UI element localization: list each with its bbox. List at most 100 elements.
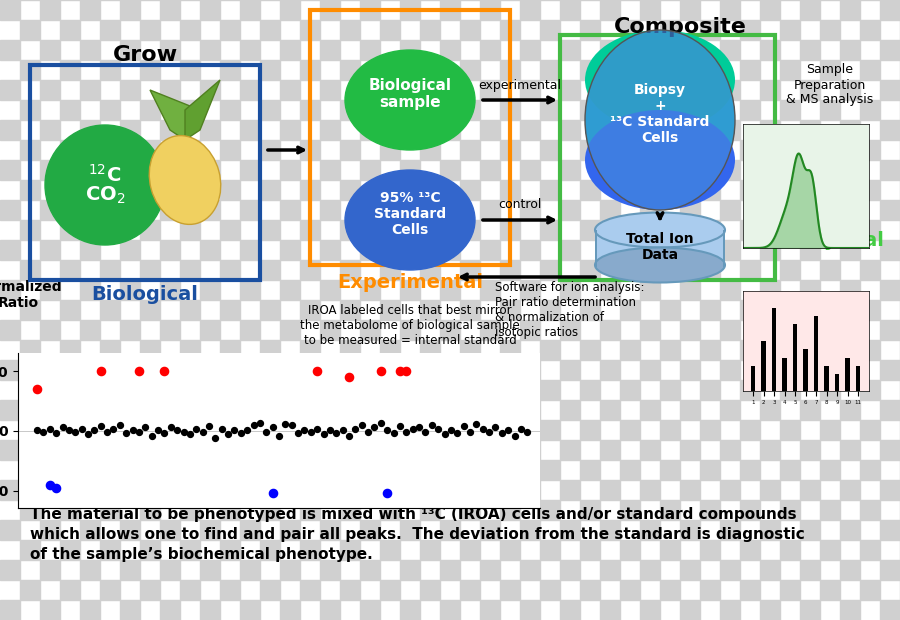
Bar	[600, 400, 620, 420]
Bar	[660, 20, 680, 40]
Bar	[780, 340, 800, 360]
Bar	[260, 540, 280, 560]
Bar	[540, 260, 560, 280]
Bar	[200, 600, 220, 620]
Point	[234, 428, 248, 438]
Bar	[200, 520, 220, 540]
Bar	[60, 100, 80, 120]
Point	[399, 427, 413, 437]
Bar	[260, 380, 280, 400]
Point	[291, 428, 305, 438]
Bar	[60, 460, 80, 480]
Bar	[580, 20, 600, 40]
Bar	[680, 520, 700, 540]
Bar	[60, 580, 80, 600]
Bar	[480, 400, 500, 420]
Bar	[280, 40, 300, 60]
Bar	[880, 120, 900, 140]
Bar	[20, 380, 40, 400]
Bar	[460, 500, 480, 520]
Bar	[260, 60, 280, 80]
Bar	[820, 460, 840, 480]
Point	[68, 427, 83, 437]
Bar	[540, 540, 560, 560]
Bar	[740, 60, 760, 80]
Bar	[540, 340, 560, 360]
Bar	[540, 180, 560, 200]
Bar	[280, 600, 300, 620]
Bar	[400, 40, 420, 60]
Bar	[80, 120, 100, 140]
Bar	[260, 460, 280, 480]
Text: Software for ion analysis:
Pair ratio determination
& normalization of
isotopic : Software for ion analysis: Pair ratio de…	[495, 281, 644, 339]
Bar	[600, 80, 620, 100]
Bar	[340, 380, 360, 400]
Bar	[220, 380, 240, 400]
Bar	[820, 260, 840, 280]
Bar	[20, 540, 40, 560]
Bar	[320, 480, 340, 500]
Bar	[80, 360, 100, 380]
Point	[329, 428, 344, 438]
Bar	[0, 240, 20, 260]
Bar	[500, 60, 520, 80]
Bar	[120, 560, 140, 580]
Bar	[440, 40, 460, 60]
Bar	[880, 440, 900, 460]
Bar	[300, 300, 320, 320]
Point	[151, 425, 166, 435]
Bar	[740, 500, 760, 520]
Bar	[40, 80, 60, 100]
Bar	[560, 400, 580, 420]
Bar	[340, 140, 360, 160]
Bar	[820, 300, 840, 320]
Bar	[40, 600, 60, 620]
Bar	[751, 366, 755, 391]
Bar	[20, 340, 40, 360]
Bar	[280, 80, 300, 100]
Bar	[300, 500, 320, 520]
Point	[81, 430, 95, 440]
Bar	[120, 320, 140, 340]
Bar	[580, 580, 600, 600]
Bar	[100, 580, 120, 600]
Point	[112, 420, 127, 430]
Bar	[680, 280, 700, 300]
Bar	[600, 520, 620, 540]
Bar	[400, 600, 420, 620]
Bar	[580, 340, 600, 360]
Point	[30, 425, 44, 435]
Bar	[500, 220, 520, 240]
Bar	[320, 600, 340, 620]
Bar	[800, 360, 820, 380]
Bar	[100, 60, 120, 80]
Bar	[500, 100, 520, 120]
Bar	[320, 440, 340, 460]
Bar	[20, 420, 40, 440]
Bar	[0, 80, 20, 100]
Bar	[280, 320, 300, 340]
Bar	[460, 540, 480, 560]
Bar	[60, 420, 80, 440]
Bar	[100, 20, 120, 40]
Bar	[60, 220, 80, 240]
Bar	[660, 220, 680, 240]
Point	[336, 425, 350, 435]
Bar	[540, 100, 560, 120]
Bar	[880, 40, 900, 60]
Bar	[460, 180, 480, 200]
Bar	[280, 560, 300, 580]
Bar	[80, 600, 100, 620]
Bar	[760, 0, 780, 20]
Bar	[220, 540, 240, 560]
Bar	[782, 358, 787, 391]
Bar	[360, 80, 380, 100]
Bar	[0, 400, 20, 420]
Point	[406, 423, 420, 433]
Bar	[40, 360, 60, 380]
Bar	[160, 520, 180, 540]
Bar	[240, 440, 260, 460]
Bar	[200, 360, 220, 380]
Bar	[640, 120, 660, 140]
Bar	[0, 520, 20, 540]
